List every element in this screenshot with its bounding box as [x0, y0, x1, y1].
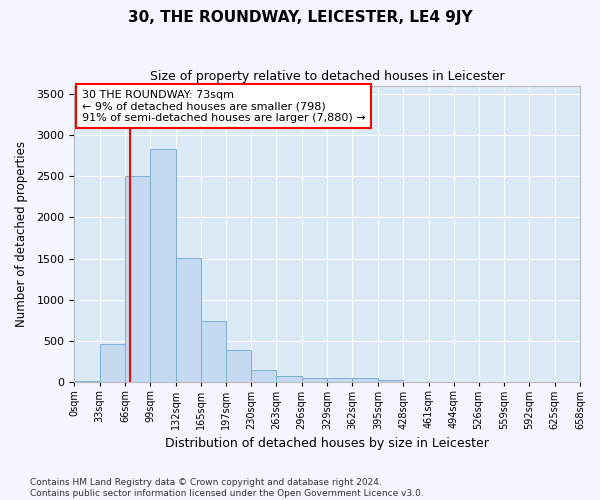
- Bar: [74, 380, 100, 382]
- Bar: [302, 378, 327, 382]
- Bar: [100, 344, 125, 382]
- X-axis label: Distribution of detached houses by size in Leicester: Distribution of detached houses by size …: [165, 437, 489, 450]
- Y-axis label: Number of detached properties: Number of detached properties: [15, 141, 28, 327]
- Text: Contains HM Land Registry data © Crown copyright and database right 2024.
Contai: Contains HM Land Registry data © Crown c…: [30, 478, 424, 498]
- Bar: [125, 176, 150, 382]
- Bar: [251, 370, 277, 382]
- Bar: [327, 378, 352, 382]
- Bar: [150, 149, 176, 382]
- Bar: [226, 350, 251, 382]
- Bar: [176, 258, 201, 382]
- Text: 30, THE ROUNDWAY, LEICESTER, LE4 9JY: 30, THE ROUNDWAY, LEICESTER, LE4 9JY: [128, 10, 472, 25]
- Bar: [277, 376, 302, 382]
- Bar: [201, 320, 226, 382]
- Bar: [352, 378, 378, 382]
- Bar: [378, 380, 403, 382]
- Title: Size of property relative to detached houses in Leicester: Size of property relative to detached ho…: [150, 70, 505, 83]
- Text: 30 THE ROUNDWAY: 73sqm
← 9% of detached houses are smaller (798)
91% of semi-det: 30 THE ROUNDWAY: 73sqm ← 9% of detached …: [82, 90, 365, 123]
